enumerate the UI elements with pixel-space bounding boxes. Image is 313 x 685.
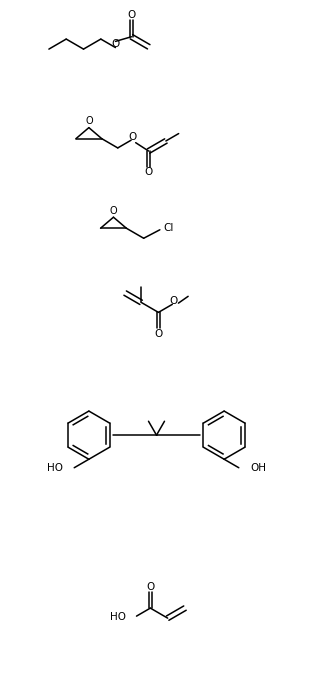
Text: O: O <box>110 206 117 216</box>
Text: O: O <box>128 132 137 142</box>
Text: OH: OH <box>250 463 266 473</box>
Text: O: O <box>154 329 162 338</box>
Text: Cl: Cl <box>163 223 173 233</box>
Text: O: O <box>127 10 136 20</box>
Text: HO: HO <box>110 612 126 622</box>
Text: O: O <box>145 167 153 177</box>
Text: O: O <box>111 39 120 49</box>
Text: O: O <box>146 582 155 592</box>
Text: O: O <box>85 116 93 127</box>
Text: O: O <box>170 297 178 306</box>
Text: HO: HO <box>47 463 63 473</box>
